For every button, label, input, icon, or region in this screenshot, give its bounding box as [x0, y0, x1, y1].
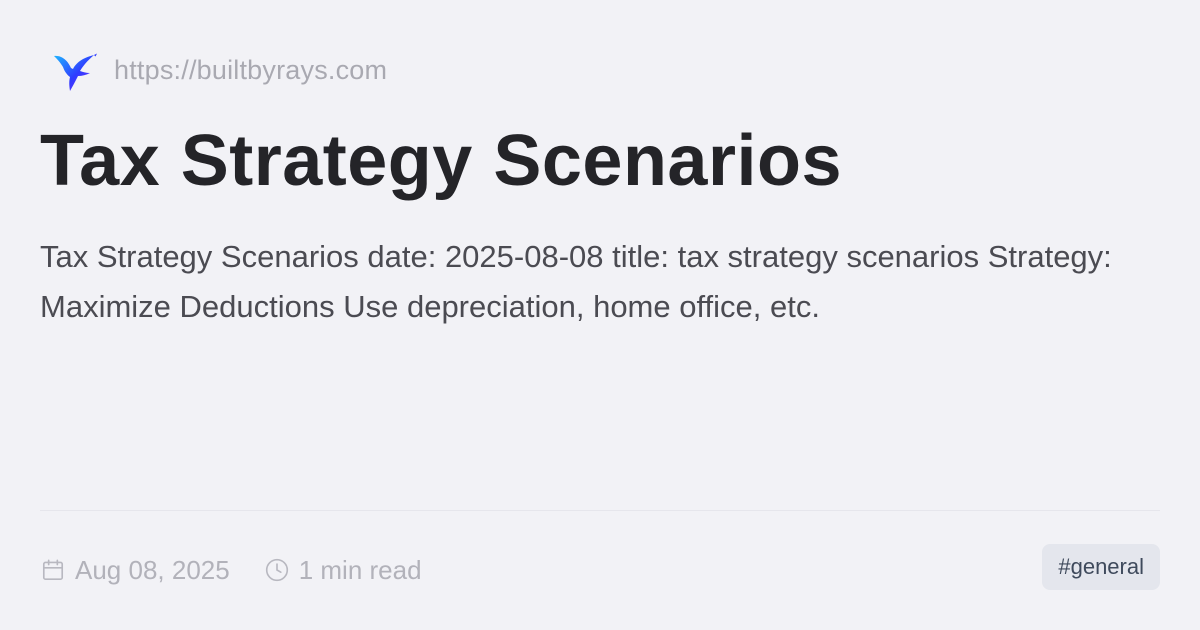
site-header: https://builtbyrays.com [50, 46, 387, 94]
tag-general[interactable]: #general [1042, 544, 1160, 590]
page-title: Tax Strategy Scenarios [40, 121, 843, 201]
hummingbird-logo-icon [54, 53, 97, 91]
site-url[interactable]: https://builtbyrays.com [114, 54, 388, 85]
divider [40, 510, 1160, 511]
post-date: Aug 08, 2025 [40, 555, 230, 586]
post-description: Tax Strategy Scenarios date: 2025-08-08 … [40, 239, 1112, 324]
clock-icon [265, 558, 288, 582]
post-date-text: Aug 08, 2025 [75, 554, 230, 585]
read-time-text: 1 min read [298, 554, 422, 585]
read-time: 1 min read [264, 555, 422, 586]
post-meta: Aug 08, 2025 1 min read [40, 552, 422, 588]
calendar-icon [42, 559, 64, 581]
